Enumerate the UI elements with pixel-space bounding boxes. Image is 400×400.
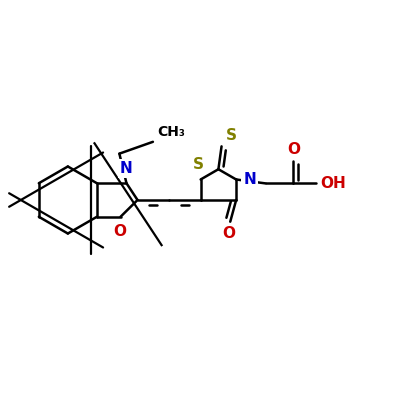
Text: N: N xyxy=(120,161,133,176)
Text: O: O xyxy=(113,224,126,239)
Text: O: O xyxy=(222,226,235,241)
Text: OH: OH xyxy=(320,176,346,191)
Text: S: S xyxy=(193,157,204,172)
Text: O: O xyxy=(287,142,300,157)
Text: CH₃: CH₃ xyxy=(157,125,185,139)
Text: N: N xyxy=(243,172,256,187)
Text: S: S xyxy=(226,128,236,143)
